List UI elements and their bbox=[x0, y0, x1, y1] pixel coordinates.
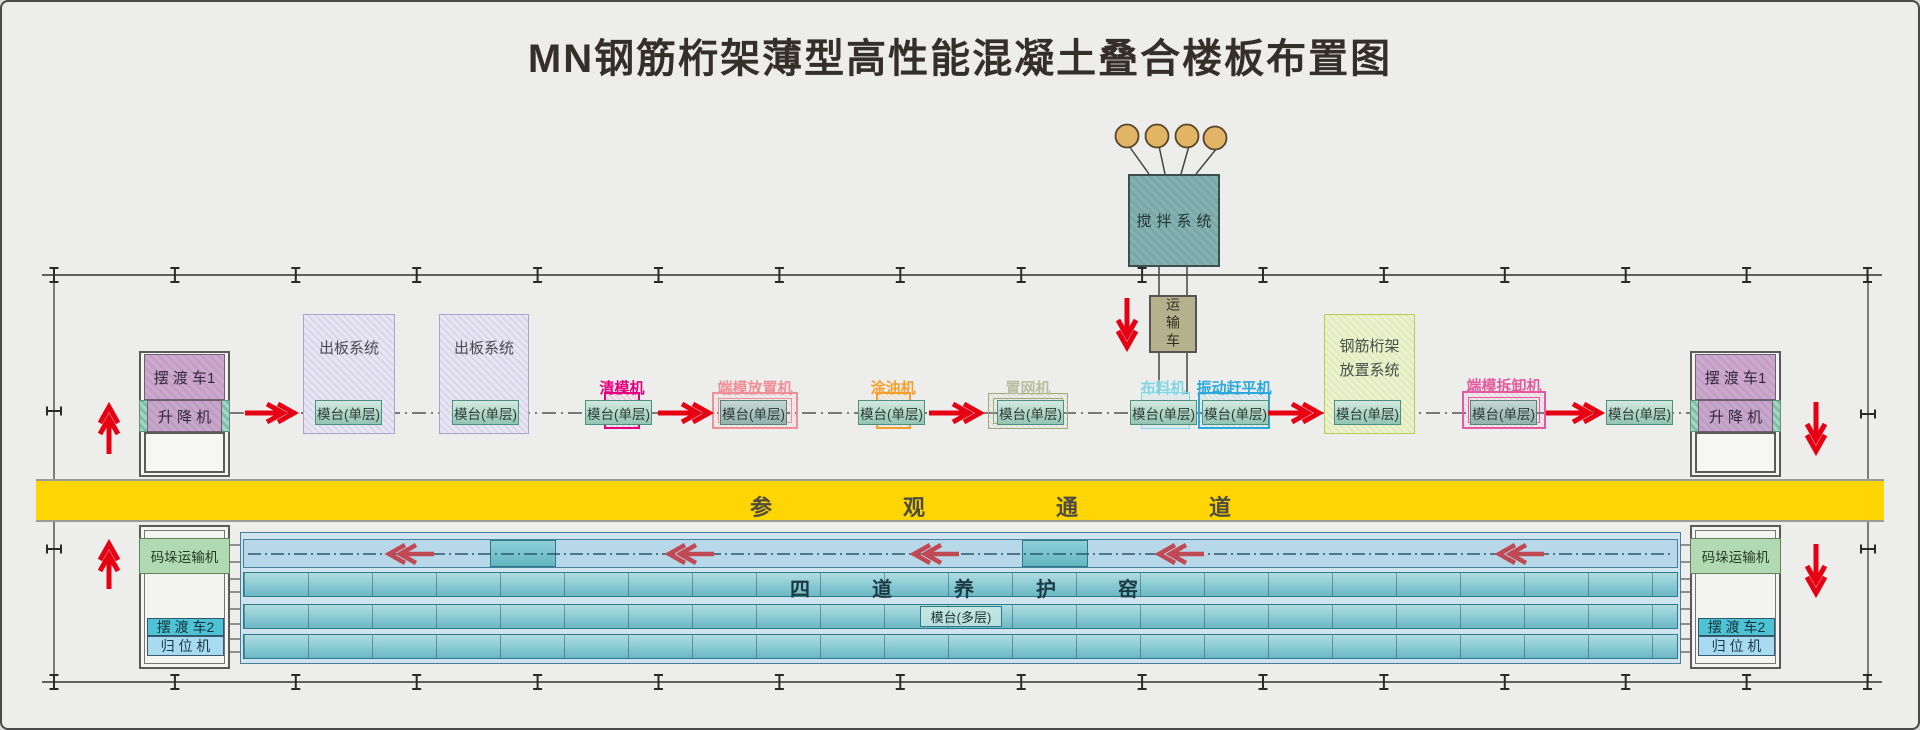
right-ferry2-box: 摆 渡 车2 bbox=[1698, 618, 1775, 636]
single-layer-platform: 模台(单层) bbox=[452, 400, 519, 425]
single-layer-platform: 模台(单层) bbox=[720, 400, 787, 425]
truss-label-line1: 钢筋桁架 bbox=[1339, 338, 1400, 355]
oiler-label: 涂油机 bbox=[870, 380, 916, 397]
right-palletizer-box: 码垛运输机 bbox=[1690, 538, 1781, 574]
left-ferry1-box: 摆 渡 车1 bbox=[144, 354, 225, 400]
multi-layer-platform-label: 模台(多层) bbox=[920, 606, 1002, 627]
right-ferry1-box: 摆 渡 车1 bbox=[1695, 354, 1776, 400]
single-layer-platform: 模台(单层) bbox=[1470, 400, 1537, 425]
left-elevator-doors bbox=[144, 432, 225, 473]
end-mold-placer-label: 端模放置机 bbox=[717, 380, 793, 397]
return-lane-platform-1 bbox=[490, 540, 556, 567]
single-layer-platform: 模台(单层) bbox=[1202, 400, 1269, 425]
mixing-system-box: 搅拌系统 bbox=[1128, 174, 1220, 267]
vibration-leveler-label: 振动赶平机 bbox=[1196, 380, 1272, 397]
right-elevator-doors bbox=[1695, 432, 1776, 473]
kiln-lane-4 bbox=[243, 634, 1678, 659]
left-lift-box: 升 降 机 bbox=[147, 400, 222, 432]
mesh-placer-label: 置网机 bbox=[1005, 380, 1051, 397]
single-layer-platform: 模台(单层) bbox=[1334, 400, 1401, 425]
page-title: MN钢筋桁架薄型高性能混凝土叠合楼板布置图 bbox=[527, 37, 1393, 81]
single-layer-platform: 模台(单层) bbox=[1130, 400, 1197, 425]
kiln-title: 四道养护窑 bbox=[790, 579, 1200, 601]
visitor-corridor-band: 参观通道 bbox=[36, 479, 1884, 522]
concrete-spreader-label: 布料机 bbox=[1140, 380, 1186, 397]
left-ferry2-box: 摆 渡 车2 bbox=[147, 618, 224, 636]
right-repositioner-box: 归 位 机 bbox=[1698, 636, 1775, 656]
end-mold-remover-label: 端模拆卸机 bbox=[1466, 378, 1542, 395]
right-lift-box: 升 降 机 bbox=[1698, 400, 1773, 432]
transport-vehicle-box: 运输车 bbox=[1149, 295, 1197, 353]
left-repositioner-box: 归 位 机 bbox=[147, 636, 224, 656]
single-layer-platform: 模台(单层) bbox=[858, 400, 925, 425]
single-layer-platform: 模台(单层) bbox=[315, 400, 382, 425]
kiln-return-lane bbox=[243, 539, 1678, 568]
single-layer-platform: 模台(单层) bbox=[997, 400, 1064, 425]
kiln-lane-2 bbox=[243, 572, 1678, 597]
single-layer-platform: 模台(单层) bbox=[585, 400, 652, 425]
truss-label-line2: 放置系统 bbox=[1339, 362, 1400, 379]
single-layer-platform: 模台(单层) bbox=[1606, 400, 1673, 425]
mold-cleaner-label: 清模机 bbox=[599, 380, 645, 397]
left-palletizer-box: 码垛运输机 bbox=[139, 538, 230, 574]
visitor-corridor-label: 参观通道 bbox=[750, 495, 1363, 520]
return-lane-platform-2 bbox=[1022, 540, 1088, 567]
